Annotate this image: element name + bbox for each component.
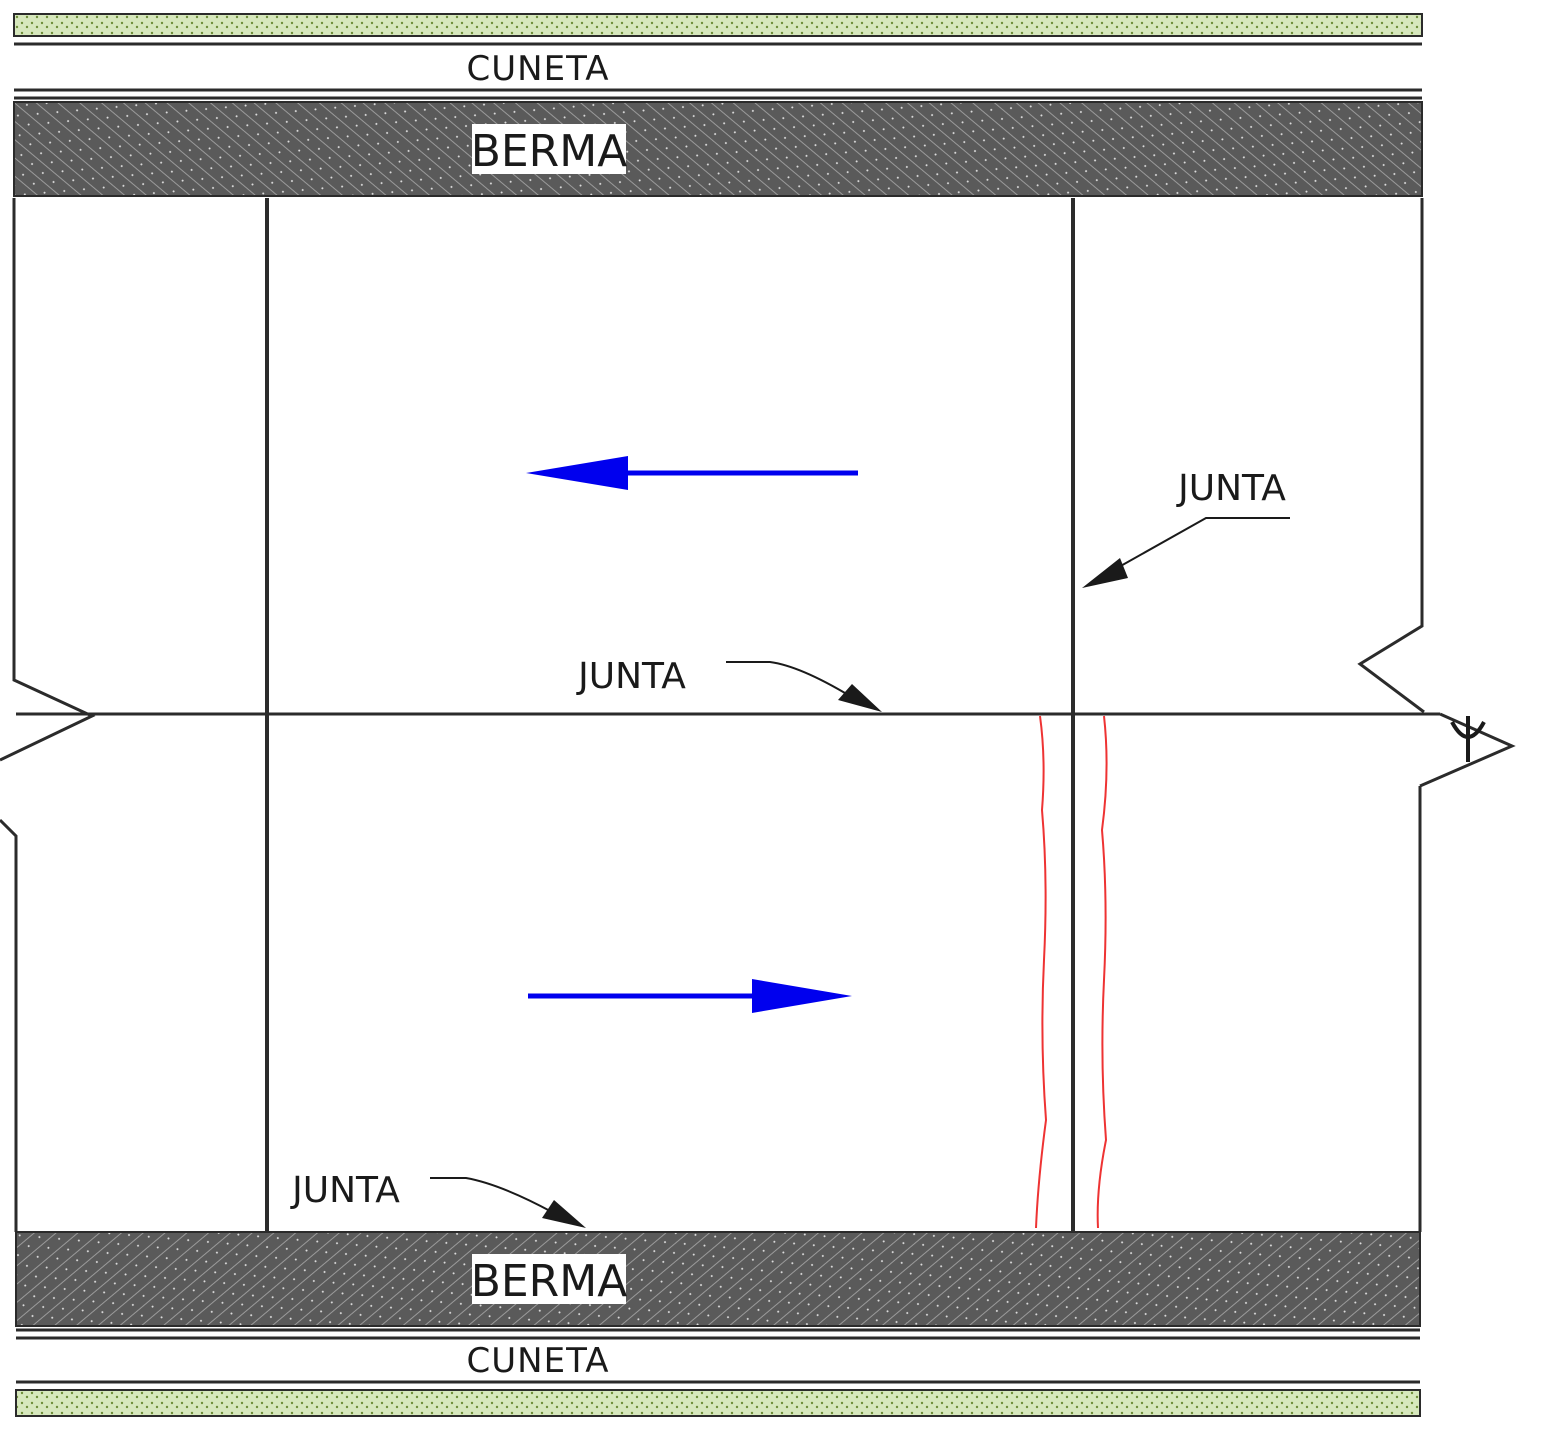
berma-top-label: BERMA bbox=[471, 126, 628, 177]
road-right-edge-break bbox=[1357, 198, 1425, 1232]
cuneta-top-label: CUNETA bbox=[467, 49, 610, 89]
road-left-edge-break bbox=[0, 198, 96, 1232]
junta-bottom-label: JUNTA bbox=[290, 1170, 400, 1211]
berma-top-label-plate bbox=[472, 124, 626, 174]
arrow-right-icon bbox=[528, 979, 852, 1013]
junta-right-label: JUNTA bbox=[1176, 468, 1286, 509]
berma-top bbox=[13, 101, 1423, 197]
berma-bottom-label-plate bbox=[472, 1254, 626, 1304]
junta-center-label: JUNTA bbox=[576, 656, 686, 697]
berma-bottom-label: BERMA bbox=[471, 1256, 628, 1307]
leader-arrow-icon bbox=[1082, 517, 1290, 588]
leader-arrow-icon bbox=[430, 1177, 586, 1228]
arrow-left-icon bbox=[526, 456, 858, 490]
berma-bottom bbox=[15, 1231, 1421, 1327]
leader-arrow-icon bbox=[726, 661, 882, 712]
crack-line-left bbox=[1035, 715, 1048, 1229]
centerline-icon bbox=[1419, 712, 1516, 788]
grass-strip-bottom bbox=[15, 1389, 1421, 1417]
crack-line-right bbox=[1096, 715, 1108, 1229]
grass-strip-top bbox=[13, 13, 1423, 37]
cuneta-top: CUNETA bbox=[467, 49, 610, 89]
cuneta-bottom-label: CUNETA bbox=[467, 1341, 610, 1381]
